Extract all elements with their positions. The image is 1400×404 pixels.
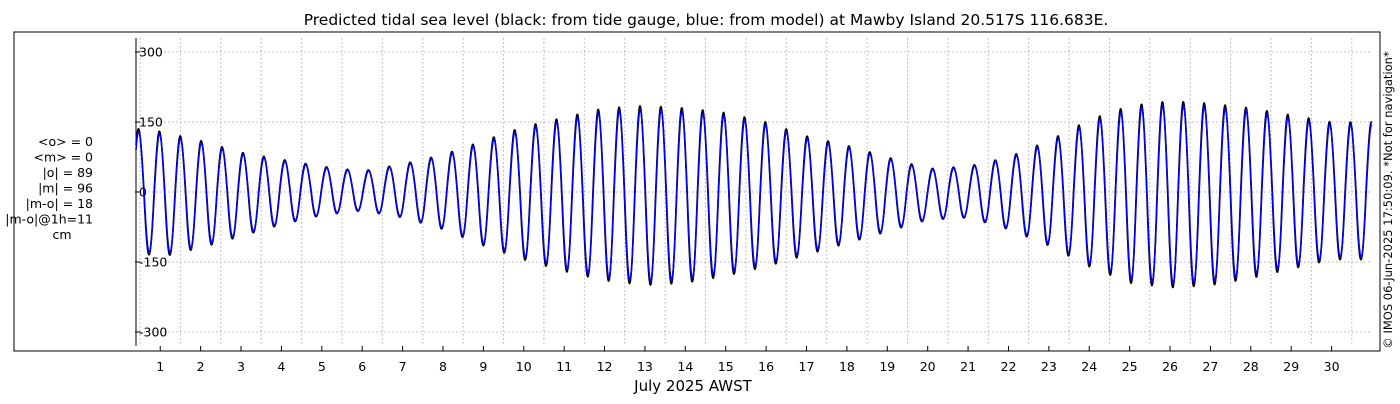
y-tick-label: -150 (139, 255, 167, 270)
grid-layer (136, 37, 1372, 347)
stat-abs-observed: |o| = 89 (43, 165, 93, 180)
x-tick-label: 7 (399, 359, 407, 374)
x-tick-label: 19 (879, 359, 895, 374)
x-tick-label: 29 (1283, 359, 1299, 374)
stat-unit: cm (52, 227, 71, 242)
x-tick-label: 20 (920, 359, 936, 374)
x-tick-label: 6 (358, 359, 366, 374)
x-tick-label: 2 (197, 359, 205, 374)
y-tick-label: 300 (139, 44, 163, 59)
x-tick-label: 10 (516, 359, 532, 374)
x-tick-label: 11 (556, 359, 572, 374)
x-tick-label: 18 (839, 359, 855, 374)
chart-title: Predicted tidal sea level (black: from t… (304, 11, 1109, 29)
x-tick-label: 24 (1081, 359, 1097, 374)
x-tick-label: 27 (1202, 359, 1218, 374)
y-tick-label: 0 (139, 185, 147, 200)
x-tick-label: 1 (156, 359, 164, 374)
x-tick-label: 13 (637, 359, 653, 374)
stat-abs-model: |m| = 96 (38, 181, 93, 196)
x-tick-label: 3 (237, 359, 245, 374)
x-tick-label: 17 (799, 359, 815, 374)
x-tick-label: 12 (597, 359, 613, 374)
x-tick-label: 25 (1122, 359, 1138, 374)
x-tick-label: 8 (439, 359, 447, 374)
series-layer (135, 100, 1373, 289)
axes-frame (13, 31, 1381, 352)
x-tick-label: 5 (318, 359, 326, 374)
x-tick-label: 4 (277, 359, 285, 374)
x-tick-label: 21 (960, 359, 976, 374)
stats-block: <o> = 0<m> = 0|o| = 89|m| = 96|m-o| = 18… (5, 134, 93, 242)
y-tick-label: 150 (139, 114, 163, 129)
x-tick-label: 26 (1162, 359, 1178, 374)
stat-abs-diff: |m-o| = 18 (26, 196, 93, 211)
x-tick-label: 16 (758, 359, 774, 374)
x-tick-label: 30 (1324, 359, 1340, 374)
x-tick-label: 28 (1243, 359, 1259, 374)
y-tick-label: -300 (139, 325, 167, 340)
copyright-note: © IMOS 06-Jun-2025 17:50:09. *Not for na… (1381, 51, 1395, 349)
x-tick-label: 15 (718, 359, 734, 374)
stat-mean-model: <m> = 0 (34, 150, 94, 165)
stat-abs-diff-1h: |m-o|@1h=11 (5, 212, 93, 227)
x-tick-label: 22 (1001, 359, 1017, 374)
x-tick-label: 23 (1041, 359, 1057, 374)
x-axis-label: July 2025 AWST (633, 377, 752, 395)
x-tick-label: 9 (479, 359, 487, 374)
stat-mean-observed: <o> = 0 (38, 134, 93, 149)
series-line-model (135, 104, 1373, 285)
x-tick-label: 14 (677, 359, 693, 374)
